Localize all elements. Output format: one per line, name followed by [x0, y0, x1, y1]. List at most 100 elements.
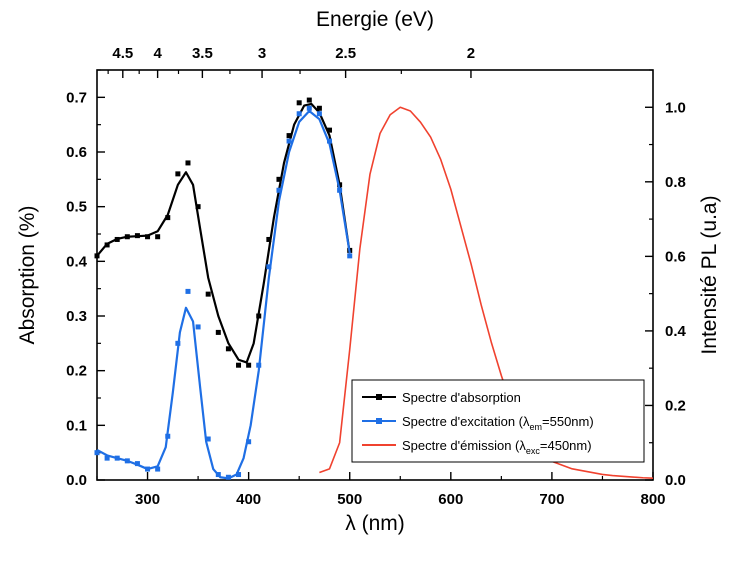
data-point: [316, 105, 322, 111]
x-tick-label: 800: [640, 491, 665, 508]
data-point: [337, 182, 343, 188]
data-point: [185, 288, 191, 294]
legend: Spectre d'absorption Spectre d'excitation…: [351, 379, 645, 463]
left-y-tick-label: 0.2: [66, 363, 87, 380]
axes-layer: 300 400 500 600 700 8000.00.10.20.30.40.50.60…: [66, 45, 686, 508]
data-point: [175, 340, 181, 346]
series-2: [319, 106, 654, 479]
data-point: [306, 97, 312, 103]
series-layer: [94, 97, 654, 480]
data-point: [114, 455, 120, 461]
right-y-tick-label: 0.4: [665, 323, 687, 340]
data-point: [276, 176, 282, 182]
legend-swatch-marker: [376, 418, 382, 424]
data-point: [195, 204, 201, 210]
legend-entry-2: Spectre d'émission (λexc=450nm): [362, 438, 592, 456]
x-tick-label: 700: [539, 491, 564, 508]
right-y-tick-label: 1.0: [665, 99, 686, 116]
data-point: [134, 233, 140, 239]
right-y-tick-label: 0.0: [665, 472, 686, 489]
legend-entry-0: Spectre d'absorption: [362, 390, 521, 405]
left-y-tick-label: 0.1: [66, 417, 87, 434]
data-point: [286, 138, 292, 144]
data-point: [306, 105, 312, 111]
data-point: [225, 474, 231, 480]
data-point: [246, 439, 252, 445]
top-x-tick-label: 2.5: [335, 45, 356, 62]
data-point: [205, 291, 211, 297]
left-y-axis-label: Absorption (%): [16, 206, 39, 345]
legend-entry-1: Spectre d'excitation (λem=550nm): [362, 414, 594, 432]
data-point: [104, 455, 110, 461]
data-point: [124, 458, 130, 464]
data-point: [256, 313, 262, 319]
left-y-tick-label: 0.4: [66, 253, 88, 270]
top-x-tick-label: 3.5: [192, 45, 213, 62]
data-point: [225, 346, 231, 352]
data-point: [236, 472, 242, 478]
data-point: [286, 133, 292, 139]
data-point: [296, 100, 302, 106]
data-point: [327, 127, 333, 133]
top-x-tick-label: 2: [467, 45, 475, 62]
top-x-tick-label: 4.5: [112, 45, 133, 62]
legend-label: Spectre d'émission (λexc=450nm): [402, 438, 592, 456]
data-point: [296, 111, 302, 117]
data-point: [276, 187, 282, 193]
legend-label: Spectre d'absorption: [402, 390, 521, 405]
left-y-tick-label: 0.7: [66, 89, 87, 106]
x-tick-label: 600: [438, 491, 463, 508]
right-y-tick-label: 0.2: [665, 397, 686, 414]
x-tick-label: 500: [337, 491, 362, 508]
series-0: [94, 97, 353, 368]
series-line: [319, 106, 654, 479]
data-point: [94, 253, 100, 259]
plot-border: [96, 69, 654, 481]
top-x-tick-label: 4: [153, 45, 162, 62]
legend-box: [351, 379, 645, 463]
data-point: [256, 362, 262, 368]
data-point: [236, 362, 242, 368]
left-y-tick-label: 0.6: [66, 144, 87, 161]
series-1: [94, 105, 353, 480]
data-point: [246, 362, 252, 368]
series-fit-line: [96, 102, 351, 364]
data-point: [155, 466, 161, 472]
data-point: [195, 324, 201, 330]
right-y-tick-label: 0.6: [665, 248, 686, 265]
data-point: [215, 472, 221, 478]
data-point: [205, 436, 211, 442]
series-fit-line: [96, 109, 351, 480]
data-point: [104, 242, 110, 248]
data-point: [316, 111, 322, 117]
x-tick-label: 300: [135, 491, 160, 508]
left-y-tick-label: 0.5: [66, 199, 87, 216]
data-point: [347, 253, 353, 259]
data-point: [145, 234, 151, 240]
data-point: [124, 234, 130, 240]
data-point: [337, 187, 343, 193]
data-point: [145, 466, 151, 472]
data-point: [266, 264, 272, 270]
top-x-axis-label: Energie (eV): [316, 8, 434, 31]
left-y-tick-label: 0.0: [66, 472, 87, 489]
data-point: [134, 461, 140, 467]
data-point: [155, 234, 161, 240]
data-point: [215, 329, 221, 335]
legend-swatch-marker: [376, 394, 382, 400]
data-point: [94, 450, 100, 456]
data-point: [165, 215, 171, 221]
left-y-tick-label: 0.3: [66, 308, 87, 325]
x-tick-label: 400: [236, 491, 261, 508]
data-point: [266, 236, 272, 242]
data-point: [175, 171, 181, 177]
top-x-tick-label: 3: [258, 45, 266, 62]
right-y-axis-label: Intensité PL (u.a): [698, 195, 721, 354]
data-point: [185, 160, 191, 166]
legend-label: Spectre d'excitation (λem=550nm): [402, 414, 594, 432]
data-point: [165, 433, 171, 439]
data-point: [327, 138, 333, 144]
data-point: [114, 236, 120, 242]
